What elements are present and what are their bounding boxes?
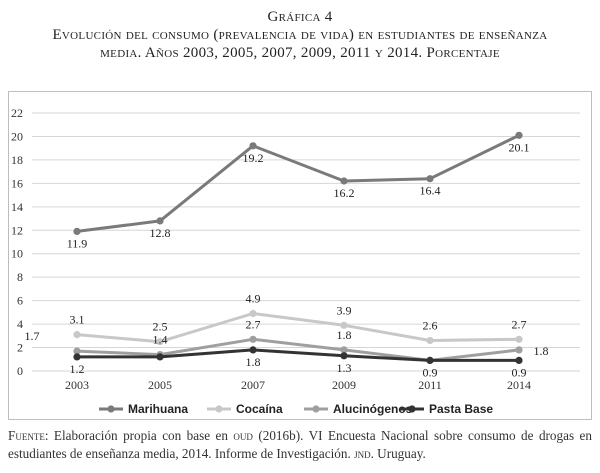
- data-point-marihuana: [156, 217, 164, 225]
- data-label-pasta-base: 0.9: [512, 365, 527, 379]
- y-tick-label: 22: [11, 106, 23, 120]
- y-tick-label: 10: [11, 247, 23, 261]
- legend-marker-alucinogenos: [312, 405, 320, 413]
- data-label-marihuana: 20.1: [509, 140, 530, 154]
- y-tick-label: 2: [17, 341, 23, 355]
- source-lead: Fuente:: [8, 428, 49, 443]
- data-point-alucinogenos: [73, 347, 81, 355]
- data-point-pasta-base: [515, 356, 523, 364]
- x-tick-label: 2009: [332, 378, 356, 392]
- x-tick-label: 2007: [241, 378, 265, 392]
- data-point-pasta-base: [73, 353, 81, 361]
- data-point-cocaina: [249, 309, 257, 318]
- chart-title: Evolución del consumo (prevalencia de vi…: [52, 27, 548, 61]
- y-tick-label: 20: [11, 129, 23, 143]
- source-note: Fuente: Elaboración propia con base en o…: [8, 427, 592, 463]
- y-tick-label: 6: [17, 294, 23, 308]
- x-tick-label: 2011: [418, 378, 442, 392]
- y-tick-label: 18: [11, 153, 23, 167]
- data-point-cocaina: [340, 321, 348, 329]
- data-point-marihuana: [249, 142, 257, 150]
- data-label-alucinogenos: 1.8: [337, 328, 352, 342]
- data-point-alucinogenos: [340, 346, 348, 354]
- series-line-marihuana: [75, 133, 521, 233]
- data-label-marihuana: 11.9: [67, 236, 88, 250]
- data-label-marihuana: 16.2: [334, 186, 355, 200]
- data-label-marihuana: 19.2: [243, 151, 264, 165]
- y-tick-label: 0: [17, 364, 23, 378]
- data-label-cocaina: 3.9: [337, 303, 352, 317]
- data-label-marihuana: 16.4: [420, 184, 441, 198]
- source-jnd: jnd: [354, 446, 371, 461]
- data-point-cocaina: [73, 331, 81, 339]
- x-tick-label: 2003: [65, 378, 89, 392]
- data-label-alucinogenos: 1.4: [153, 333, 168, 347]
- chart-heading: Gráfica 4 Evolución del consumo (prevale…: [0, 8, 600, 62]
- data-point-marihuana: [73, 227, 81, 235]
- data-point-pasta-base: [426, 356, 434, 364]
- data-label-pasta-base: 1.3: [337, 361, 352, 375]
- y-tick-label: 8: [17, 270, 23, 284]
- data-point-marihuana: [515, 131, 523, 139]
- data-point-pasta-base: [156, 353, 164, 361]
- legend-label-alucinogenos: Alucinógenos: [333, 402, 413, 416]
- data-point-pasta-base: [340, 352, 348, 360]
- source-text-1: Elaboración propia con base en: [48, 428, 234, 443]
- data-point-marihuana: [426, 175, 434, 183]
- y-tick-label: 4: [17, 317, 23, 331]
- data-label-cocaina: 3.1: [70, 313, 85, 327]
- x-tick-label: 2005: [148, 378, 172, 392]
- legend-marker-marihuana: [107, 405, 115, 413]
- y-tick-label: 16: [11, 176, 23, 190]
- source-text-3: . Uruguay.: [370, 446, 426, 461]
- data-point-alucinogenos: [249, 335, 257, 343]
- x-tick-label: 2014: [507, 378, 531, 392]
- source-oud: oud: [233, 428, 253, 443]
- data-label-cocaina: 2.7: [512, 317, 527, 331]
- legend-marker-cocaina: [215, 405, 223, 413]
- series-line-pasta-base: [75, 348, 521, 362]
- data-label-marihuana: 12.8: [150, 226, 171, 240]
- chart-frame: [8, 91, 592, 420]
- y-tick-label: 12: [11, 223, 23, 237]
- data-label-alucinogenos: 1.8: [534, 344, 549, 358]
- series-line-alucinogenos: [75, 337, 521, 362]
- data-label-pasta-base: 1.2: [70, 362, 85, 376]
- data-label-pasta-base: 1.8: [246, 355, 261, 369]
- data-point-alucinogenos: [515, 346, 523, 354]
- data-label-alucinogenos: 1.7: [25, 329, 40, 343]
- data-label-alucinogenos: 2.7: [246, 317, 261, 331]
- data-point-pasta-base: [249, 346, 257, 354]
- legend-label-pasta-base: Pasta Base: [429, 402, 493, 416]
- data-point-cocaina: [426, 336, 434, 345]
- y-tick-label: 14: [11, 200, 23, 214]
- data-label-cocaina: 2.5: [153, 320, 168, 334]
- data-point-cocaina: [515, 335, 523, 343]
- data-label-pasta-base: 0.9: [423, 365, 438, 379]
- data-label-cocaina: 4.9: [246, 292, 261, 306]
- source-text-2: (2016b). VI Encuesta Nacional sobre cons…: [8, 428, 592, 461]
- legend-label-marihuana: Marihuana: [128, 402, 188, 416]
- data-point-cocaina: [156, 338, 164, 346]
- data-point-marihuana: [340, 177, 348, 185]
- legend-label-cocaina: Cocaína: [236, 402, 283, 416]
- data-label-cocaina: 2.6: [423, 319, 438, 333]
- series-line-cocaina: [75, 312, 521, 344]
- legend-marker-pasta-base: [408, 405, 416, 413]
- figure-number: Gráfica 4: [267, 9, 333, 25]
